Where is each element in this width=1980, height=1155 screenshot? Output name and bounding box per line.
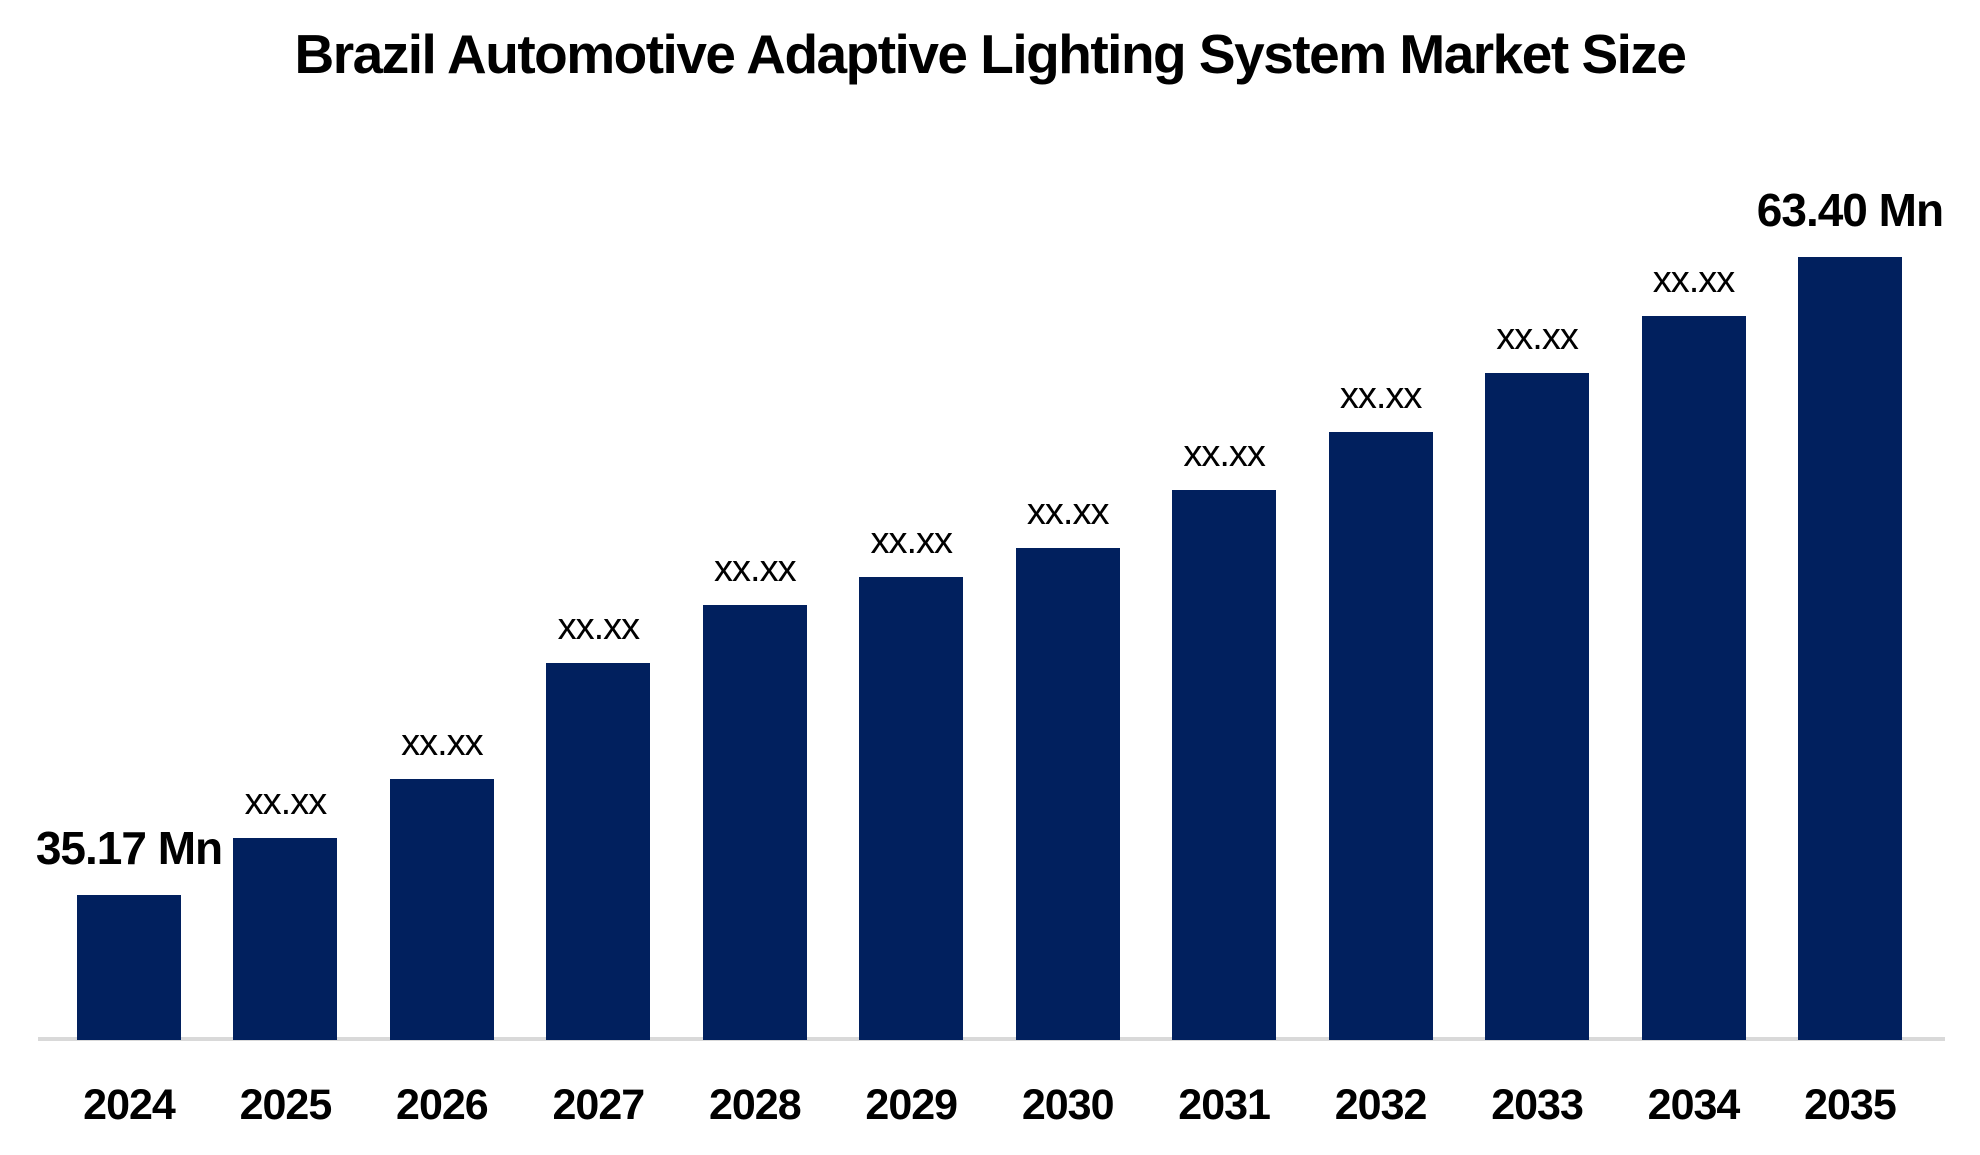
bar-value-label-2029: xx.xx (870, 520, 953, 562)
x-axis-label-2034: 2034 (1647, 1081, 1741, 1129)
bar-2029 (859, 577, 964, 1040)
bar-value-label-2034: xx.xx (1652, 259, 1736, 301)
bar-2030 (1015, 548, 1120, 1040)
x-axis-label-2030: 2030 (1021, 1081, 1115, 1129)
x-axis-label-2027: 2027 (552, 1081, 646, 1129)
x-axis-label-2031: 2031 (1178, 1081, 1271, 1129)
bar-value-label-2033: xx.xx (1496, 316, 1579, 358)
bar-value-label-2028: xx.xx (714, 548, 797, 590)
bar-value-label-2035: 63.40 Mn (1756, 184, 1944, 236)
x-axis-label-2028: 2028 (708, 1081, 802, 1129)
chart-title: Brazil Automotive Adaptive Lighting Syst… (294, 23, 1687, 85)
bar-value-label-2025: xx.xx (244, 781, 328, 823)
x-axis-label-2024: 2024 (83, 1081, 176, 1129)
bar-value-label-2027: xx.xx (557, 606, 641, 648)
bar-2024 (77, 895, 181, 1040)
bar-value-label-2026: xx.xx (401, 722, 484, 764)
x-axis-label-2035: 2035 (1804, 1081, 1897, 1129)
bar-2026 (389, 779, 494, 1040)
bar-2032 (1328, 432, 1433, 1040)
bar-2027 (546, 663, 651, 1040)
x-axis-label-2032: 2032 (1334, 1081, 1428, 1129)
bar-2035 (1797, 257, 1902, 1040)
bar-value-label-2024: 35.17 Mn (35, 822, 223, 874)
bar-value-label-2031: xx.xx (1183, 433, 1266, 475)
bar-value-label-2032: xx.xx (1339, 375, 1423, 417)
x-axis-label-2033: 2033 (1491, 1081, 1584, 1129)
x-axis-label-2029: 2029 (865, 1081, 958, 1129)
x-axis-line (38, 1037, 1945, 1041)
x-axis-label-2025: 2025 (239, 1081, 333, 1129)
x-axis-label-2026: 2026 (396, 1081, 489, 1129)
bar-2025 (233, 838, 338, 1040)
bar-2034 (1641, 316, 1746, 1040)
bar-2031 (1172, 490, 1277, 1040)
bar-value-label-2030: xx.xx (1026, 491, 1110, 533)
bar-2033 (1485, 373, 1590, 1040)
bar-2028 (702, 605, 807, 1040)
